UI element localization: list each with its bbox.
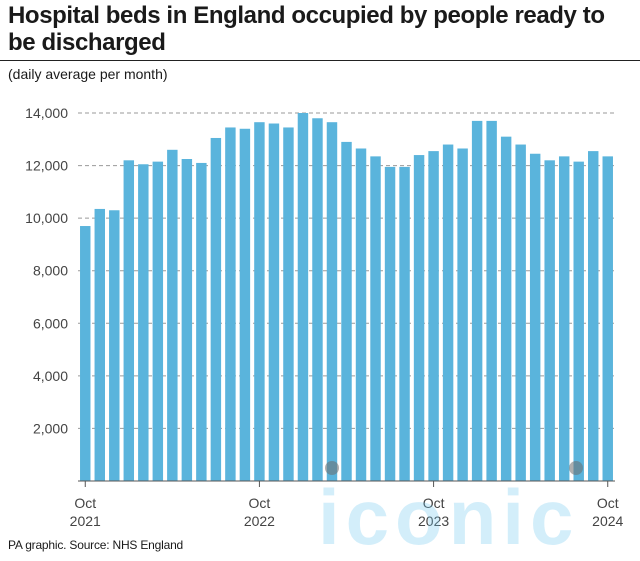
x-axis: Oct 2021 Oct 2022 Oct 2023 Oct 2024: [70, 480, 624, 529]
bar: [283, 127, 294, 482]
bar: [196, 162, 207, 481]
y-axis: 2,000 4,000 6,000 8,000 10,000 12,000 14,000: [25, 105, 68, 436]
bar: [80, 226, 91, 481]
y-tick-label: 4,000: [33, 368, 68, 384]
bar: [326, 122, 338, 481]
y-tick-label: 2,000: [33, 420, 68, 436]
y-tick-label: 12,000: [25, 158, 68, 174]
bar: [515, 144, 526, 482]
bar: [109, 210, 120, 481]
bar: [152, 161, 164, 481]
y-tick-label: 10,000: [25, 210, 68, 226]
watermark-dot-right: [569, 461, 583, 475]
bar: [442, 144, 454, 482]
x-tick-label-year: 2023: [418, 513, 449, 529]
x-tick-label-month: Oct: [423, 495, 445, 511]
bar: [486, 120, 497, 481]
bar: [500, 136, 512, 481]
watermark-logo: iconic: [318, 473, 580, 561]
x-tick-label-month: Oct: [249, 495, 271, 511]
bar: [471, 120, 483, 481]
bar: [413, 155, 425, 481]
bar: [312, 118, 323, 481]
bar: [428, 151, 439, 482]
bar: [457, 148, 468, 482]
bar: [399, 166, 410, 481]
bar: [341, 141, 352, 481]
bar: [254, 122, 265, 481]
bar: [239, 128, 251, 481]
bar: [138, 164, 149, 481]
y-tick-label: 8,000: [33, 263, 68, 279]
bar: [225, 127, 236, 482]
bar: [573, 161, 584, 481]
x-tick-label-year: 2021: [70, 513, 101, 529]
x-tick-label-year: 2022: [244, 513, 275, 529]
bar: [167, 149, 178, 482]
bar: [210, 137, 222, 481]
bar: [384, 166, 396, 481]
chart-title: Hospital beds in England occupied by peo…: [8, 2, 605, 56]
y-tick-label: 14,000: [25, 105, 68, 121]
bar: [544, 160, 555, 481]
source-note: PA graphic. Source: NHS England: [8, 538, 184, 552]
y-tick-label: 6,000: [33, 315, 68, 331]
title-divider: [0, 60, 640, 61]
bar: [588, 151, 599, 482]
bar: [370, 156, 381, 481]
x-tick-label-year: 2024: [592, 513, 623, 529]
bar: [94, 208, 105, 481]
bar: [602, 156, 613, 481]
x-tick-label-month: Oct: [597, 495, 619, 511]
watermark-dot-left: [325, 461, 339, 475]
bar: [355, 148, 367, 482]
chart-subtitle: (daily average per month): [8, 66, 168, 82]
bar: [181, 159, 193, 481]
bar-series: [80, 113, 613, 482]
bar: [558, 156, 570, 481]
bar: [268, 123, 280, 481]
bar: [297, 113, 309, 481]
x-tick-label-month: Oct: [74, 495, 96, 511]
bar: [123, 160, 135, 481]
bar: [529, 153, 541, 482]
